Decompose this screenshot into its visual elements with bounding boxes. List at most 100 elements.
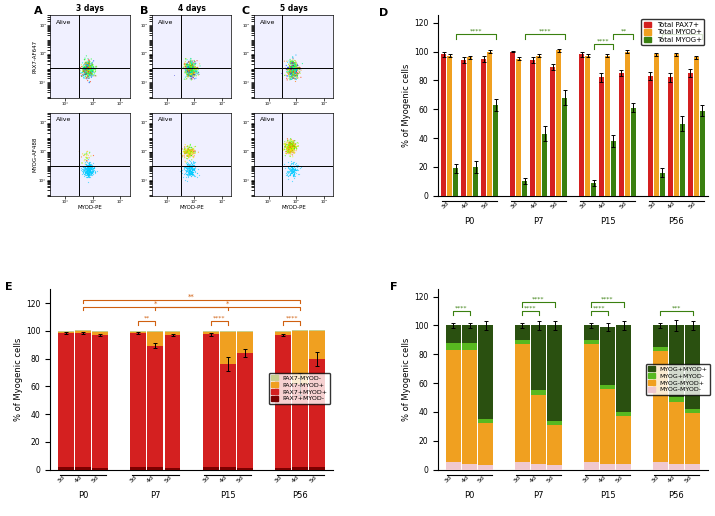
Point: [288, 66, 300, 74]
Point: [181, 167, 192, 175]
Point: [82, 64, 94, 72]
Point: [294, 63, 305, 72]
Point: [287, 145, 298, 153]
Point: [79, 64, 90, 72]
Point: [285, 148, 296, 156]
Text: ****: ****: [285, 316, 298, 320]
Point: [186, 168, 197, 176]
Point: [88, 167, 99, 175]
Point: [184, 161, 195, 169]
Point: [287, 71, 299, 79]
Point: [186, 147, 197, 155]
Point: [183, 151, 194, 159]
Point: [82, 171, 93, 179]
Point: [84, 159, 95, 167]
Point: [282, 143, 294, 152]
Point: [185, 66, 197, 74]
Point: [85, 67, 97, 75]
Point: [287, 144, 298, 153]
Point: [288, 70, 300, 78]
Point: [179, 163, 191, 171]
Point: [181, 75, 192, 83]
Point: [82, 157, 93, 165]
Point: [187, 165, 199, 173]
Point: [289, 67, 300, 75]
Point: [184, 62, 195, 70]
Point: [84, 67, 95, 75]
Point: [81, 67, 92, 75]
Point: [287, 140, 298, 148]
Point: [291, 63, 302, 72]
Point: [84, 66, 96, 74]
Point: [84, 154, 95, 162]
Point: [80, 156, 92, 165]
Bar: [147, 332, 163, 346]
Point: [83, 71, 94, 79]
Point: [179, 157, 191, 165]
Point: [285, 70, 297, 78]
Point: [179, 150, 190, 158]
Bar: [275, 335, 291, 468]
Point: [187, 67, 198, 75]
Bar: [598, 77, 604, 196]
Point: [184, 63, 196, 71]
Point: [78, 64, 89, 73]
Point: [291, 64, 302, 72]
Point: [184, 69, 196, 77]
Point: [187, 169, 198, 177]
Point: [84, 167, 95, 175]
Point: [288, 170, 300, 178]
Point: [282, 144, 294, 153]
Point: [81, 162, 92, 170]
Point: [186, 75, 197, 83]
Point: [87, 171, 98, 180]
Point: [285, 159, 297, 167]
Point: [79, 56, 90, 64]
Point: [184, 63, 195, 72]
Point: [286, 68, 297, 76]
Point: [84, 60, 95, 68]
Point: [287, 140, 299, 149]
Point: [192, 68, 204, 76]
Point: [286, 68, 297, 76]
Point: [182, 155, 193, 163]
Point: [285, 65, 297, 73]
Point: [87, 168, 99, 176]
Point: [85, 170, 97, 179]
Bar: [531, 390, 546, 395]
Point: [182, 152, 193, 160]
Point: [183, 68, 194, 76]
Point: [187, 148, 199, 156]
Point: [177, 64, 189, 72]
Point: [184, 165, 196, 173]
Point: [184, 69, 195, 77]
Point: [184, 59, 196, 67]
Point: [79, 169, 91, 178]
Point: [289, 149, 300, 157]
Point: [182, 68, 194, 76]
Point: [285, 143, 297, 152]
Point: [288, 67, 300, 75]
Point: [87, 66, 99, 74]
Point: [82, 63, 94, 72]
Point: [182, 145, 194, 153]
Point: [85, 164, 97, 172]
Point: [185, 167, 197, 175]
Point: [182, 66, 193, 74]
Point: [189, 70, 201, 78]
Point: [80, 168, 92, 176]
Point: [83, 61, 94, 70]
Point: [287, 169, 298, 177]
Point: [287, 71, 299, 79]
Point: [289, 172, 300, 180]
Point: [287, 59, 299, 68]
Point: [193, 148, 204, 156]
Point: [182, 73, 193, 81]
Point: [183, 154, 194, 162]
Point: [84, 161, 95, 169]
Point: [186, 171, 197, 179]
Point: [82, 62, 93, 71]
Point: [292, 67, 303, 75]
Point: [179, 149, 191, 157]
Point: [81, 59, 92, 68]
